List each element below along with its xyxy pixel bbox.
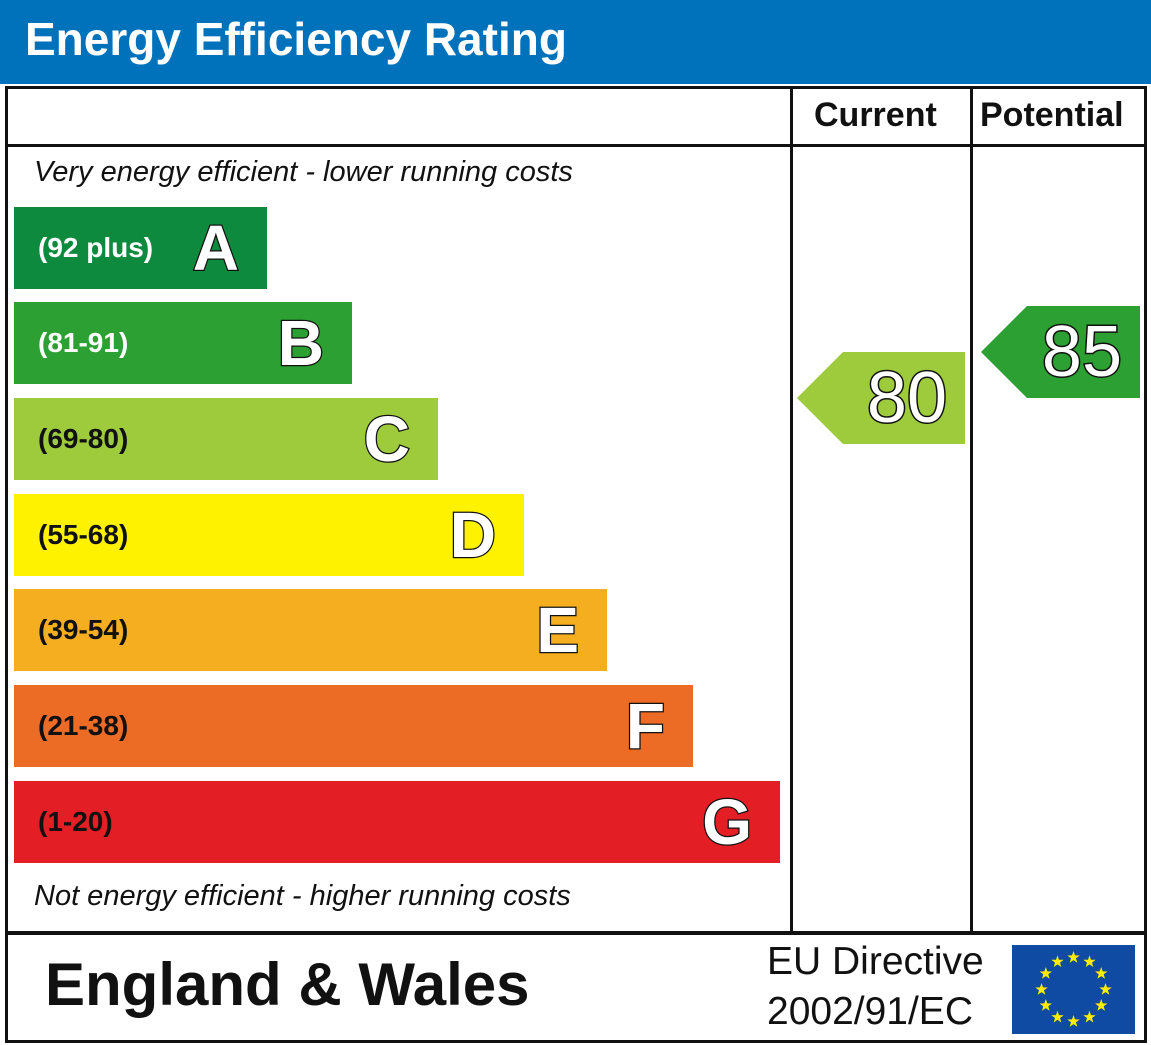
directive-line2: 2002/91/EC [767, 990, 973, 1033]
band-range: (81-91) [38, 327, 129, 358]
band-letter: D [449, 498, 498, 573]
band-range: (55-68) [38, 519, 129, 550]
current-arrow-shape [797, 352, 965, 444]
current-rating-arrow: 80 [797, 352, 965, 444]
band-range: (1-20) [38, 806, 113, 837]
band-letter: C [363, 402, 412, 477]
star-icon [1083, 955, 1096, 967]
star-icon [1039, 999, 1052, 1011]
chart-title: Energy Efficiency Rating [25, 13, 567, 65]
top-note: Very energy efficient - lower running co… [34, 156, 573, 188]
star-icon [1035, 983, 1048, 995]
star-icon [1051, 1010, 1064, 1023]
current-rating-value: 80 [865, 357, 948, 440]
star-icon [1039, 967, 1052, 979]
band-range: (92 plus) [38, 232, 154, 263]
potential-rating-value: 85 [1040, 311, 1123, 394]
star-icon [1067, 1015, 1080, 1027]
potential-rating-arrow: 85 [981, 306, 1140, 398]
star-icon [1083, 1010, 1096, 1023]
footer [5, 932, 1147, 1043]
star-icon [1051, 955, 1064, 967]
directive-line1: EU Directive [767, 940, 984, 983]
eu-flag-icon [1012, 945, 1135, 1034]
potential-arrow-shape [981, 306, 1140, 398]
star-icon [1067, 951, 1080, 963]
band-bar-G: (1-20) G [14, 781, 780, 863]
band-bar-A: (92 plus) A [14, 207, 267, 289]
band-range: (21-38) [38, 710, 129, 741]
band-bar-F: (21-38) F [14, 685, 693, 767]
star-icon [1095, 999, 1108, 1011]
bottom-note: Not energy efficient - higher running co… [34, 880, 571, 912]
band-bar-D: (55-68) D [14, 494, 524, 576]
band-letter: A [192, 211, 241, 286]
band-range: (39-54) [38, 614, 129, 645]
star-icon [1099, 983, 1112, 995]
band-bar-C: (69-80) C [14, 398, 438, 480]
header: Energy Efficiency Rating [0, 0, 1151, 84]
divider [790, 86, 793, 932]
band-bar-B: (81-91) B [14, 302, 352, 384]
band-letter: B [277, 306, 326, 381]
divider [5, 144, 1147, 147]
band-letter: F [625, 689, 667, 764]
star-icon [1095, 967, 1108, 979]
potential-column-header: Potential [980, 96, 1124, 134]
band-range: (69-80) [38, 423, 129, 454]
region-label: England & Wales [45, 951, 530, 1018]
band-bar-E: (39-54) E [14, 589, 607, 671]
current-column-header: Current [814, 96, 937, 134]
band-letter: G [701, 785, 753, 860]
divider [970, 86, 973, 932]
band-letter: E [535, 593, 580, 668]
